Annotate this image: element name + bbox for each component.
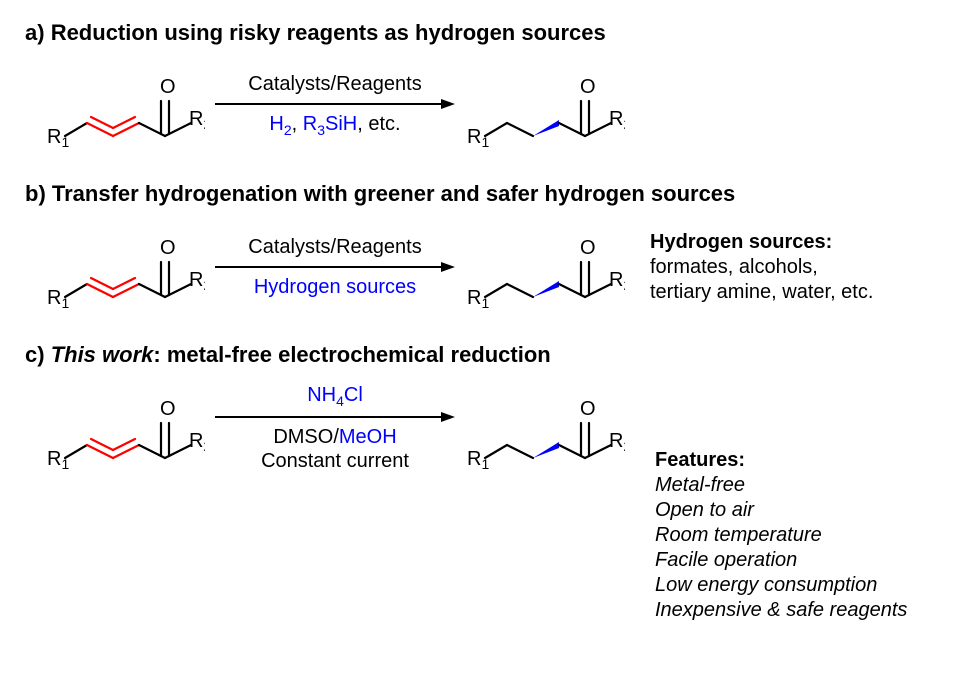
section-a-title: a) Reduction using risky reagents as hyd… (25, 20, 955, 46)
molecule-product-c: O R1 R2 (465, 383, 625, 473)
section-c-title-rest: : metal-free electrochemical reduction (153, 342, 550, 367)
section-b-title: b) Transfer hydrogenation with greener a… (25, 181, 955, 207)
oxygen-label: O (580, 76, 596, 98)
section-b-prefix: b) (25, 181, 52, 206)
arrow-bottom-c: DMSO/MeOH Constant current (261, 425, 409, 473)
molecule-enone-a: O R1 R2 (45, 61, 205, 151)
arrow-top-c: NH4Cl (307, 384, 363, 409)
side-text-b: Hydrogen sources: formates, alcohols, te… (650, 230, 873, 305)
molecule-enone-c: O R1 R2 (45, 383, 205, 473)
feature-1: Metal-free (655, 473, 907, 498)
section-a-prefix: a) (25, 20, 51, 45)
hydrogen-sources-text: Hydrogen sources (254, 276, 416, 298)
r3sih-sih: SiH (325, 113, 357, 135)
r2-label: R2 (609, 430, 625, 454)
oxygen-label: O (160, 237, 176, 259)
arrow-svg-a (215, 98, 455, 110)
molecule-enone-b: O R1 R2 (45, 222, 205, 312)
r2-label: R2 (189, 430, 205, 454)
etc-a: , etc. (357, 113, 400, 135)
r1-label: R1 (467, 287, 489, 311)
reaction-row-b: O R1 R2 Catalysts/Reagents Hydrogen sour… (45, 222, 955, 312)
features-title: Features: (655, 448, 907, 473)
molecule-product-a: O R1 R2 (465, 61, 625, 151)
arrow-block-a: Catalysts/Reagents H2, R3SiH, etc. (215, 73, 455, 139)
arrow-top-a: Catalysts/Reagents (248, 73, 421, 96)
nh4cl-cl: Cl (344, 384, 363, 406)
arrow-block-b: Catalysts/Reagents Hydrogen sources (215, 236, 455, 299)
r3sih-r: R (303, 113, 317, 135)
section-a-title-text: Reduction using risky reagents as hydrog… (51, 20, 606, 45)
arrow-svg-b (215, 261, 455, 273)
section-b-title-text: Transfer hydrogenation with greener and … (52, 181, 735, 206)
oxygen-label: O (160, 398, 176, 420)
feature-6: Inexpensive & safe reagents (655, 598, 907, 623)
section-a: a) Reduction using risky reagents as hyd… (25, 20, 955, 151)
arrow-bottom-b: Hydrogen sources (254, 275, 416, 299)
r1-label: R1 (467, 448, 489, 472)
r2-label: R2 (609, 269, 625, 293)
r1-label: R1 (47, 126, 69, 150)
reaction-row-a: O R1 R2 Catalysts/Reagents H2, R3SiH, et… (45, 61, 955, 151)
r1-label: R1 (467, 126, 489, 150)
meoh-text: MeOH (339, 426, 397, 448)
features-block: Features: Metal-free Open to air Room te… (655, 448, 907, 623)
hydrogen-sources-heading: Hydrogen sources: (650, 230, 873, 255)
feature-2: Open to air (655, 498, 907, 523)
section-b: b) Transfer hydrogenation with greener a… (25, 181, 955, 312)
r2-label: R2 (189, 108, 205, 132)
hydrogen-sources-line1: formates, alcohols, (650, 255, 873, 280)
feature-3: Room temperature (655, 523, 907, 548)
hydrogen-sources-line2: tertiary amine, water, etc. (650, 280, 873, 305)
feature-5: Low energy consumption (655, 573, 907, 598)
oxygen-label: O (580, 398, 596, 420)
this-work: This work (51, 342, 154, 367)
arrow-bottom-a: H2, R3SiH, etc. (269, 112, 400, 139)
section-c-title: c) This work: metal-free electrochemical… (25, 342, 955, 368)
r1-label: R1 (47, 287, 69, 311)
r2-label: R2 (609, 108, 625, 132)
arrow-block-c: NH4Cl DMSO/MeOH Constant current (215, 384, 455, 473)
nh4cl-nh: NH (307, 384, 336, 406)
dmso-text: DMSO/ (273, 426, 339, 448)
section-c-prefix: c) (25, 342, 51, 367)
arrow-top-b: Catalysts/Reagents (248, 236, 421, 259)
constant-current: Constant current (261, 450, 409, 472)
oxygen-label: O (580, 237, 596, 259)
r2-label: R2 (189, 269, 205, 293)
feature-4: Facile operation (655, 548, 907, 573)
arrow-svg-c (215, 411, 455, 423)
oxygen-label: O (160, 76, 176, 98)
h2-h: H (269, 113, 283, 135)
molecule-product-b: O R1 R2 (465, 222, 625, 312)
r1-label: R1 (47, 448, 69, 472)
